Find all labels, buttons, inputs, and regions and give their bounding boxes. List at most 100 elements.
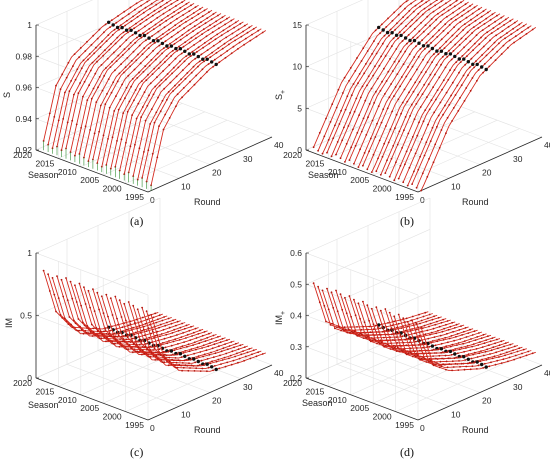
series-point — [362, 300, 364, 303]
panel-c-label: (c) — [130, 445, 143, 459]
series-point — [414, 355, 417, 358]
series-point — [467, 362, 469, 365]
series-point — [449, 325, 452, 328]
series-point — [437, 114, 440, 117]
series-point — [143, 91, 146, 94]
series-line-season-2010 — [83, 4, 199, 158]
series-point — [406, 325, 409, 328]
series-point — [201, 347, 204, 349]
series-point — [121, 54, 124, 56]
series-point — [429, 73, 432, 76]
series-point — [427, 337, 430, 340]
series-point — [502, 44, 505, 47]
series-point — [144, 119, 147, 122]
series-point — [390, 45, 393, 48]
series-point — [458, 7, 461, 10]
series-point — [495, 34, 498, 37]
series-point — [457, 28, 460, 31]
series-point — [191, 17, 194, 19]
series-point — [457, 342, 460, 344]
series-point — [102, 54, 105, 57]
series-point — [175, 75, 178, 78]
series-point — [157, 96, 159, 99]
series-point — [113, 335, 116, 338]
series-point — [177, 359, 180, 361]
series-point — [88, 84, 90, 87]
series-point — [376, 122, 378, 125]
series-point — [183, 8, 186, 11]
series-point — [372, 323, 375, 326]
series-point — [183, 341, 186, 343]
series-line-season-2001 — [123, 20, 240, 175]
round-tick-label: 0 — [420, 195, 425, 205]
series-point — [411, 355, 414, 358]
marker-point — [426, 341, 430, 346]
series-point — [212, 13, 215, 15]
series-point — [203, 42, 206, 44]
series-point — [225, 36, 228, 39]
series-point — [196, 357, 198, 359]
series-point — [134, 41, 137, 44]
series-point — [343, 126, 345, 129]
z-tick-label: 0.96 — [15, 83, 32, 93]
series-point — [162, 47, 165, 50]
series-point — [425, 141, 428, 144]
series-point — [243, 43, 246, 46]
series-point — [143, 328, 145, 331]
series-point — [138, 343, 141, 346]
series-point — [68, 90, 71, 93]
series-point — [490, 56, 492, 59]
series-point — [379, 89, 382, 92]
series-point — [226, 339, 228, 342]
series-point — [394, 86, 397, 88]
series-point — [195, 367, 198, 370]
series-point — [189, 80, 191, 83]
series-point — [484, 350, 487, 353]
series-point — [444, 23, 447, 26]
series-point — [176, 320, 179, 323]
series-point — [151, 73, 154, 76]
series-point — [383, 34, 386, 37]
series-point — [228, 25, 231, 28]
panel-d-ticks: 0.20.30.40.50.60102030401995200020052010… — [283, 248, 550, 433]
series-point — [348, 295, 351, 297]
series-point — [118, 345, 121, 348]
series-point — [461, 55, 464, 57]
series-point — [439, 101, 442, 104]
series-point — [459, 61, 462, 63]
series-point — [158, 351, 160, 353]
series-point — [114, 42, 117, 45]
series-point — [195, 74, 198, 77]
series-point — [114, 69, 116, 72]
round-tick-label: 20 — [482, 396, 492, 406]
marker-point — [214, 367, 218, 372]
series-point — [108, 48, 111, 51]
series-point — [119, 342, 122, 344]
series-point — [451, 34, 454, 37]
panel-b-ticks: 051015010203040199520002005201020152020 — [283, 20, 550, 205]
series-point — [151, 330, 154, 333]
series-point — [200, 53, 203, 56]
series-point — [410, 352, 412, 354]
series-point — [436, 362, 438, 364]
series-point — [450, 353, 453, 356]
series-point — [197, 65, 199, 68]
round-tick-label: 10 — [451, 409, 461, 419]
series-point — [214, 38, 217, 41]
series-point — [218, 367, 221, 370]
series-point — [77, 318, 80, 320]
series-point — [212, 44, 215, 47]
season-tick-label: 2010 — [58, 167, 77, 177]
series-point — [465, 16, 468, 19]
series-point — [422, 58, 424, 61]
round-axis — [147, 136, 273, 193]
series-point — [105, 332, 108, 335]
series-point — [443, 327, 445, 330]
series-point — [341, 139, 344, 142]
series-point — [430, 18, 433, 20]
series-line-season-2013 — [70, 0, 186, 153]
series-point — [157, 318, 159, 321]
series-point — [171, 332, 174, 334]
series-point — [107, 315, 109, 318]
panel-b-series — [312, 0, 537, 192]
